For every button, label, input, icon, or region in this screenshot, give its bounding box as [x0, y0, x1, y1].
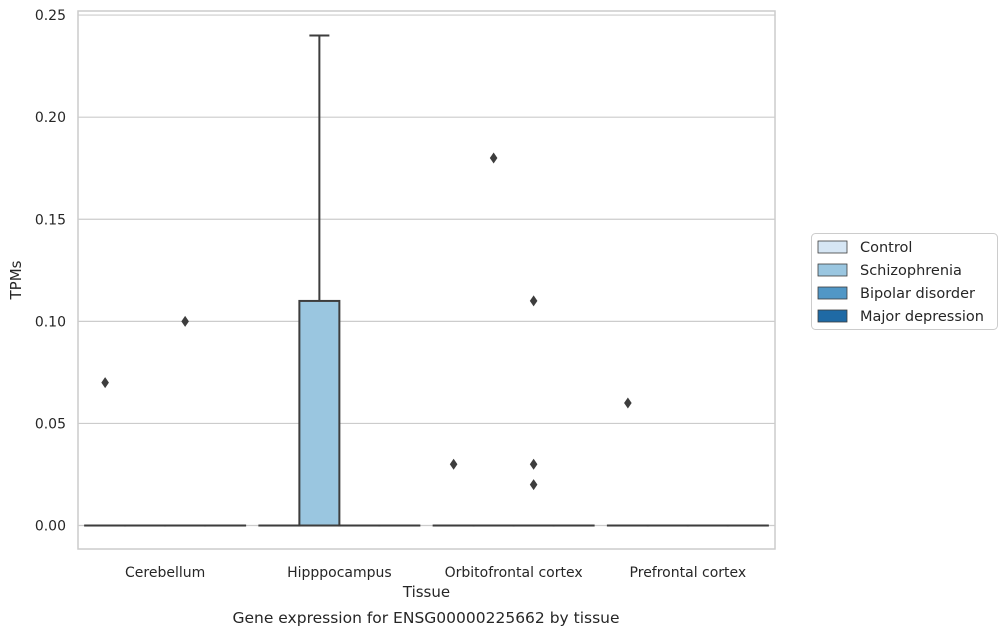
box-control — [432, 458, 475, 527]
legend-swatch — [817, 263, 848, 277]
legend: Control Schizophrenia Bipolar disorder Majo… — [811, 233, 998, 330]
x-tick-label: Hipppocampus — [287, 565, 392, 581]
outlier-point — [529, 479, 538, 491]
chart-caption: Gene expression for ENSG00000225662 by t… — [232, 609, 619, 627]
y-tick-label: 0.25 — [35, 8, 66, 24]
legend-swatch — [817, 309, 848, 323]
y-tick-label: 0.15 — [35, 212, 66, 228]
plot-frame — [77, 10, 776, 550]
y-tick-label: 0.20 — [35, 110, 66, 126]
legend-label: Bipolar disorder — [860, 286, 975, 302]
legend-swatch — [817, 286, 848, 300]
box-schizophrenia — [298, 34, 341, 527]
outlier-point — [449, 458, 458, 470]
box-body — [298, 299, 341, 527]
box-bipolar-disorder — [164, 315, 207, 527]
box-bipolar-disorder — [512, 295, 555, 527]
y-tick-labels: 0.00 0.05 0.10 0.15 0.20 0.25 — [35, 8, 66, 534]
box-control — [84, 377, 127, 527]
y-tick-label: 0.00 — [35, 519, 66, 535]
y-tick-label: 0.10 — [35, 314, 66, 330]
outlier-point — [489, 152, 498, 164]
outlier-point — [181, 315, 189, 327]
legend-label: Control — [860, 240, 912, 256]
boxes-layer — [84, 34, 769, 527]
legend-label: Schizophrenia — [860, 263, 962, 279]
box-schizophrenia — [472, 152, 515, 527]
outlier-point — [101, 377, 109, 389]
outlier-point — [529, 295, 538, 307]
legend-frame — [811, 233, 998, 330]
y-tick-label: 0.05 — [35, 416, 66, 432]
outlier-point — [624, 397, 632, 409]
outlier-point — [529, 458, 538, 470]
y-axis-label: TPMs — [7, 260, 25, 300]
legend-label: Major depression — [860, 309, 984, 325]
x-tick-label: Prefrontal cortex — [630, 565, 747, 581]
x-tick-labels: Cerebellum Hipppocampus Orbitofrontal cort… — [125, 565, 746, 581]
x-tick-label: Orbitofrontal cortex — [445, 565, 583, 581]
box-control — [606, 397, 649, 527]
x-tick-label: Cerebellum — [125, 565, 205, 581]
x-axis-label: Tissue — [402, 583, 450, 601]
gridlines — [78, 14, 775, 527]
legend-swatch — [817, 240, 848, 254]
